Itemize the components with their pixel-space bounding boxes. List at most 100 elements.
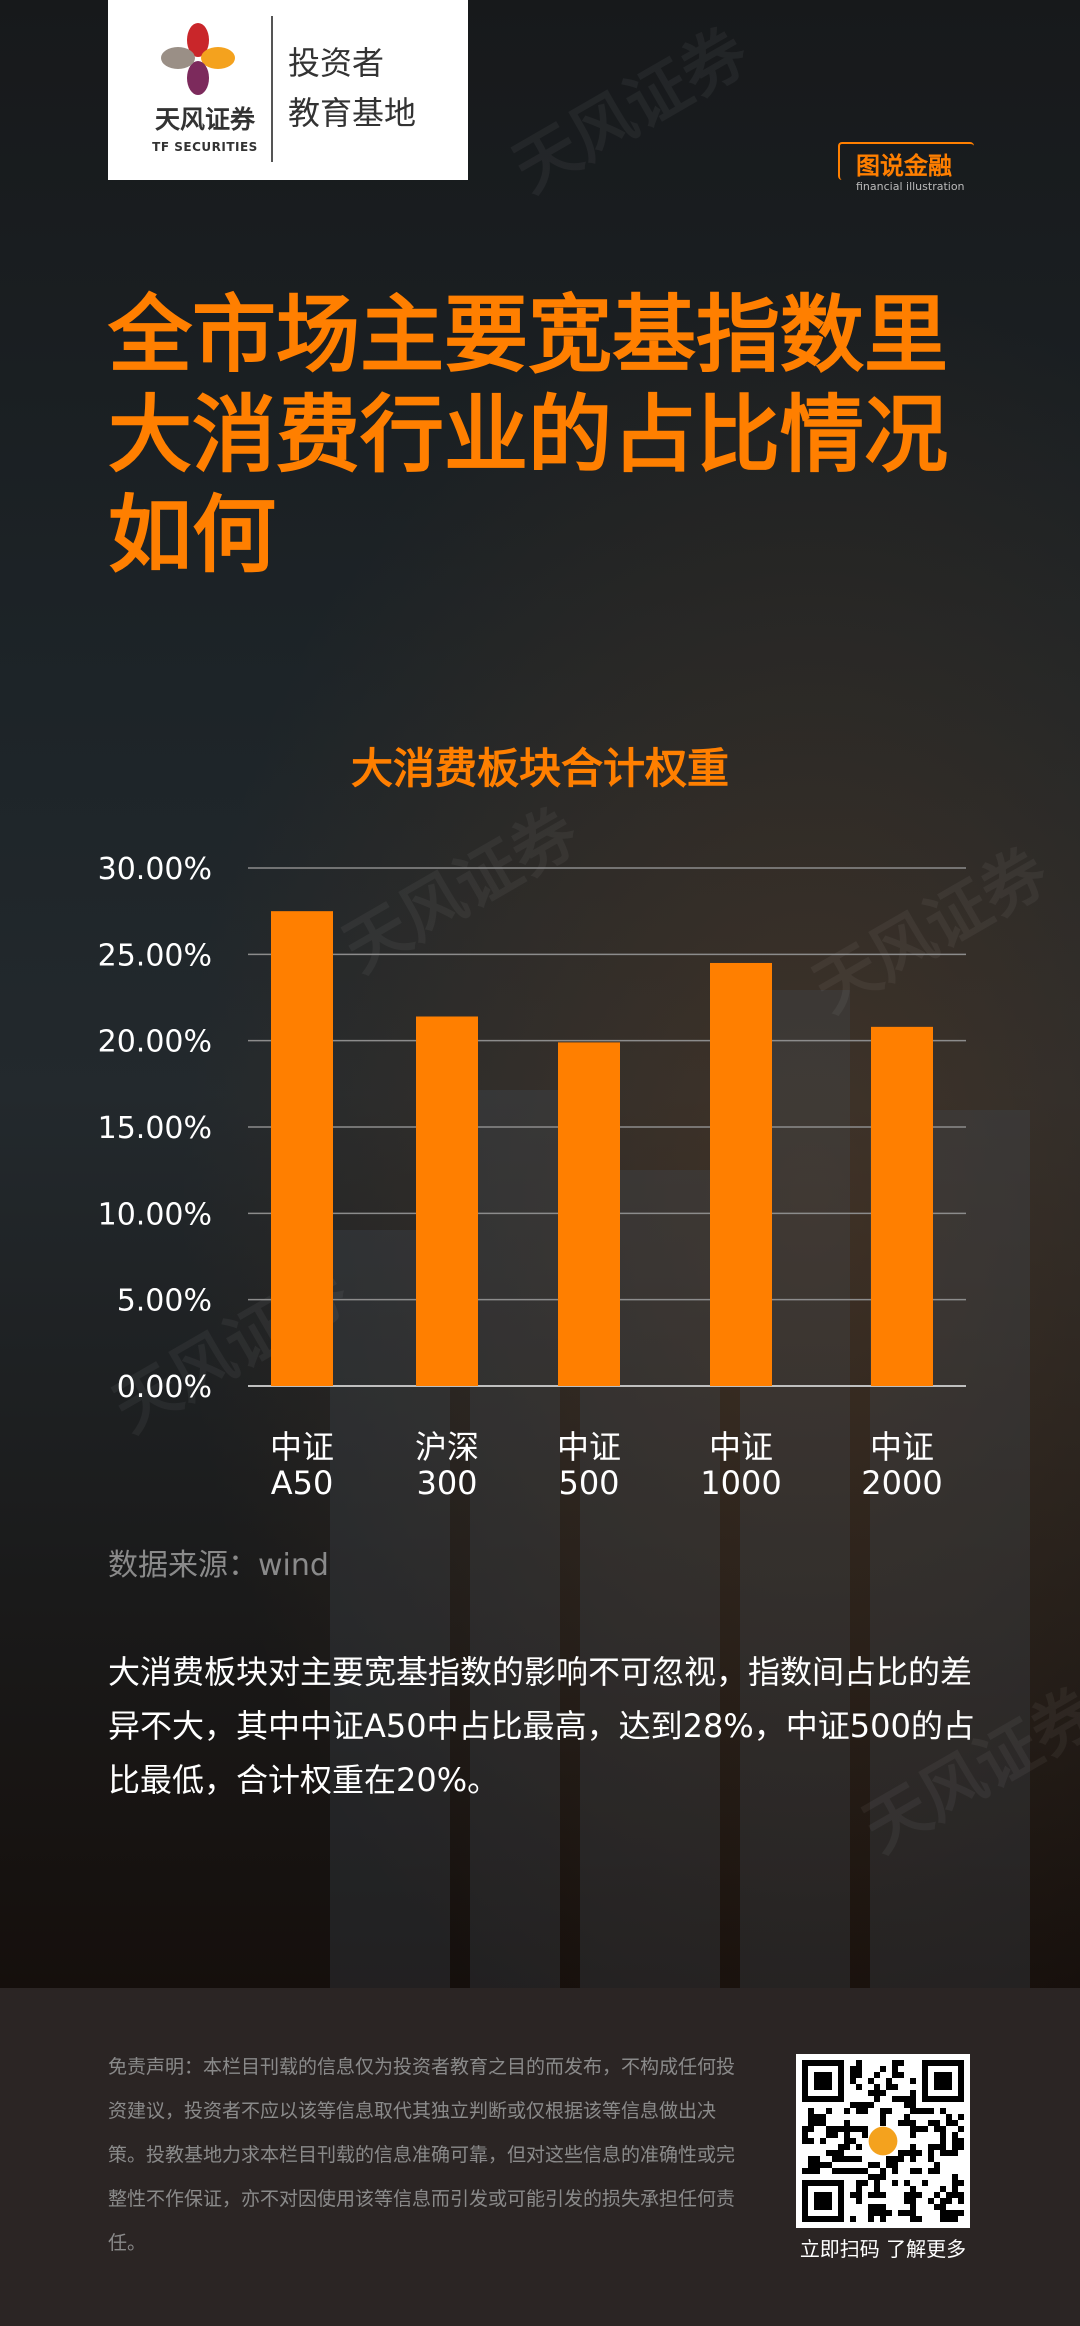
qr-module: [808, 2138, 814, 2144]
qr-finder: [934, 2072, 952, 2090]
qr-module: [862, 2102, 868, 2108]
qr-module: [898, 2120, 904, 2126]
y-tick-label: 25.00%: [98, 938, 212, 973]
qr-module: [940, 2138, 946, 2144]
qr-module: [808, 2162, 814, 2168]
qr-module: [928, 2150, 934, 2156]
tag-label: 图说金融: [856, 152, 952, 180]
qr-module: [910, 2090, 916, 2096]
bar: [558, 1042, 620, 1386]
brand-subtitle-line2: 教育基地: [288, 94, 417, 132]
bar: [871, 1026, 933, 1386]
qr-module: [952, 2150, 958, 2156]
qr-module: [850, 2192, 856, 2198]
qr-module: [856, 2144, 862, 2150]
summary-text: 大消费板块对主要宽基指数的影响不可忽视，指数间占比的差异不大，其中中证A50中占…: [108, 1653, 975, 1799]
qr-module: [898, 2060, 904, 2066]
qr-module: [946, 2150, 952, 2156]
qr-module: [952, 2210, 958, 2216]
brand-name-en: TF SECURITIES: [152, 140, 258, 154]
qr-module: [958, 2210, 964, 2216]
qr-module: [850, 2138, 856, 2144]
y-tick-label: 15.00%: [98, 1111, 212, 1146]
qr-module: [820, 2162, 826, 2168]
qr-module: [868, 2162, 874, 2168]
chart-title: 大消费板块合计权重: [350, 744, 729, 793]
qr-module: [814, 2120, 820, 2126]
x-tick-label: 中证: [870, 1428, 934, 1466]
qr-module: [886, 2162, 892, 2168]
qr-module: [856, 2192, 862, 2198]
qr-module: [880, 2174, 886, 2180]
qr-module: [892, 2060, 898, 2066]
qr-module: [958, 2126, 964, 2132]
qr-module: [910, 2126, 916, 2132]
qr-module: [946, 2198, 952, 2204]
qr-module: [802, 2138, 808, 2144]
qr-module: [922, 2180, 928, 2186]
qr-module: [910, 2192, 916, 2198]
qr-module: [844, 2120, 850, 2126]
qr-module: [862, 2108, 868, 2114]
qr-module: [820, 2120, 826, 2126]
qr-module: [916, 2126, 922, 2132]
qr-module: [844, 2138, 850, 2144]
qr-module: [856, 2108, 862, 2114]
qr-module: [838, 2144, 844, 2150]
y-tick-label: 0.00%: [117, 1370, 212, 1405]
qr-module: [868, 2204, 874, 2210]
qr-module: [958, 2114, 964, 2120]
qr-module: [874, 2090, 880, 2096]
qr-module: [844, 2126, 850, 2132]
qr-module: [814, 2162, 820, 2168]
x-tick-label: 沪深: [415, 1428, 479, 1466]
qr-module: [856, 2102, 862, 2108]
qr-code[interactable]: [796, 2054, 970, 2228]
qr-module: [916, 2108, 922, 2114]
qr-module: [916, 2192, 922, 2198]
qr-module: [808, 2114, 814, 2120]
qr-module: [874, 2210, 880, 2216]
qr-module: [910, 2096, 916, 2102]
qr-finder: [814, 2072, 832, 2090]
x-tick-label: 中证: [557, 1428, 621, 1466]
qr-module: [898, 2096, 904, 2102]
qr-module: [880, 2090, 886, 2096]
qr-module: [940, 2204, 946, 2210]
qr-module: [874, 2174, 880, 2180]
qr-module: [940, 2132, 946, 2138]
qr-module: [868, 2174, 874, 2180]
brand-logo-card: 天风证券 TF SECURITIES 投资者 教育基地: [108, 0, 468, 180]
qr-module: [844, 2168, 850, 2174]
tag-label-en: financial illustration: [856, 180, 965, 193]
qr-module: [940, 2144, 946, 2150]
qr-module: [844, 2132, 850, 2138]
qr-module: [904, 2198, 910, 2204]
qr-module: [814, 2168, 820, 2174]
qr-center-logo-icon: [868, 2126, 898, 2156]
qr-module: [808, 2156, 814, 2162]
brand-subtitle-line1: 投资者: [288, 44, 385, 82]
qr-module: [928, 2144, 934, 2150]
qr-module: [892, 2084, 898, 2090]
qr-module: [904, 2096, 910, 2102]
qr-module: [934, 2192, 940, 2198]
qr-module: [856, 2156, 862, 2162]
qr-module: [904, 2120, 910, 2126]
qr-module: [844, 2108, 850, 2114]
qr-module: [922, 2108, 928, 2114]
qr-module: [952, 2216, 958, 2222]
qr-module: [886, 2078, 892, 2084]
qr-module: [832, 2168, 838, 2174]
qr-module: [868, 2192, 874, 2198]
qr-module: [940, 2126, 946, 2132]
qr-module: [874, 2096, 880, 2102]
qr-module: [946, 2120, 952, 2126]
qr-module: [844, 2156, 850, 2162]
logo-divider: [271, 16, 273, 162]
qr-module: [856, 2084, 862, 2090]
qr-module: [940, 2210, 946, 2216]
qr-module: [910, 2204, 916, 2210]
qr-module: [952, 2132, 958, 2138]
qr-module: [808, 2126, 814, 2132]
